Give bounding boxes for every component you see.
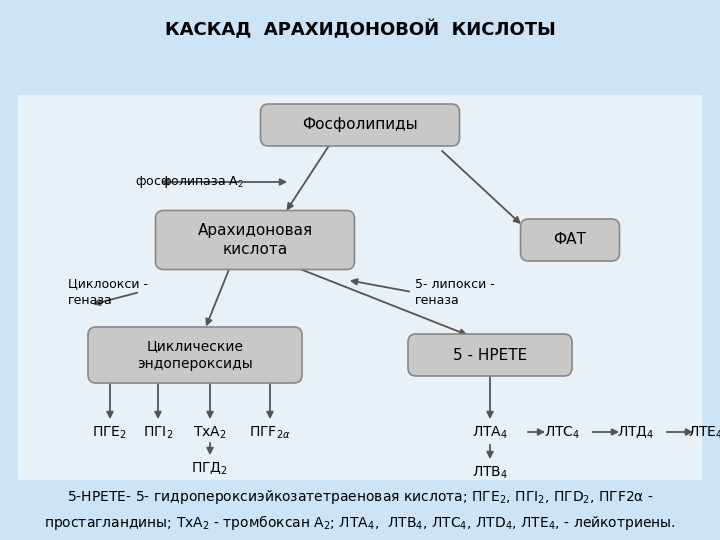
Text: Циклические
эндопероксиды: Циклические эндопероксиды [137, 339, 253, 371]
FancyBboxPatch shape [88, 327, 302, 383]
Text: ЛТА$_4$: ЛТА$_4$ [472, 425, 508, 441]
FancyBboxPatch shape [261, 104, 459, 146]
FancyBboxPatch shape [18, 95, 702, 480]
Text: Циклоокси -
геназа: Циклоокси - геназа [68, 278, 148, 307]
Text: ЛТВ$_4$: ЛТВ$_4$ [472, 465, 508, 481]
Text: Фосфолипиды: Фосфолипиды [302, 118, 418, 132]
Text: 5 - HPETE: 5 - HPETE [453, 348, 527, 362]
Text: ФАТ: ФАТ [554, 233, 586, 247]
Text: фосфолипаза А$_2$: фосфолипаза А$_2$ [135, 174, 244, 190]
Text: ПГI$_2$: ПГI$_2$ [143, 425, 174, 441]
FancyBboxPatch shape [156, 211, 354, 269]
Text: Арахидоновая
кислота: Арахидоновая кислота [197, 223, 312, 257]
Text: ЛТС$_4$: ЛТС$_4$ [544, 425, 580, 441]
Text: ЛТД$_4$: ЛТД$_4$ [617, 425, 654, 441]
Text: ПГЕ$_2$: ПГЕ$_2$ [92, 425, 127, 441]
Text: ТхА$_2$: ТхА$_2$ [193, 425, 227, 441]
Text: 5- липокси -
геназа: 5- липокси - геназа [415, 278, 495, 307]
Text: ПГF$_{2α}$: ПГF$_{2α}$ [249, 425, 291, 441]
Text: ПГД$_2$: ПГД$_2$ [192, 461, 228, 477]
Text: ЛТЕ$_4$: ЛТЕ$_4$ [688, 425, 720, 441]
Text: КАСКАД  АРАХИДОНОВОЙ  КИСЛОТЫ: КАСКАД АРАХИДОНОВОЙ КИСЛОТЫ [165, 21, 555, 39]
Text: 5-НРЕТЕ- 5- гидропероксиэйкозатетраеновая кислота; ПГЕ$_2$, ПГI$_2$, ПГD$_2$, ПГ: 5-НРЕТЕ- 5- гидропероксиэйкозатетраенова… [44, 488, 676, 532]
FancyBboxPatch shape [521, 219, 619, 261]
FancyBboxPatch shape [408, 334, 572, 376]
